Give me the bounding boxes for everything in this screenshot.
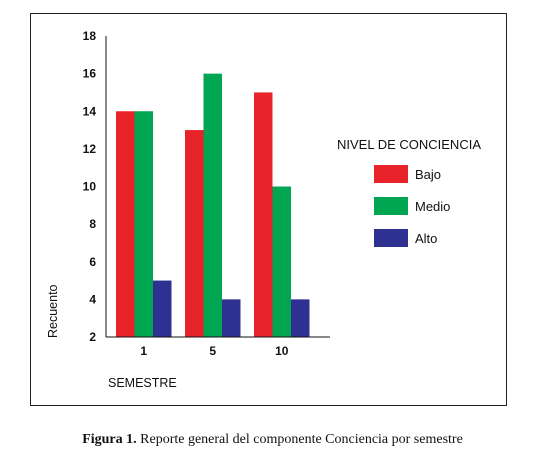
- legend-swatch-alto: [374, 229, 408, 247]
- x-axis-ticks: 1 5 10: [140, 344, 288, 358]
- y-tick-label: 2: [89, 330, 96, 344]
- y-tick-label: 8: [89, 217, 96, 231]
- caption-text: Reporte general del componente Concienci…: [140, 432, 463, 447]
- x-axis-title: SEMESTRE: [108, 376, 177, 390]
- y-tick-label: 18: [83, 29, 97, 43]
- bar-bajo-semestre-5: [185, 130, 204, 337]
- y-tick-label: 10: [83, 180, 97, 194]
- x-tick-label: 10: [275, 344, 289, 358]
- y-tick-label: 16: [83, 67, 97, 81]
- bar-alto-semestre-5: [222, 299, 241, 337]
- legend-label-alto: Alto: [415, 231, 437, 246]
- bar-medio-semestre-5: [203, 73, 222, 337]
- y-tick-label: 6: [89, 255, 96, 269]
- y-tick-label: 14: [83, 104, 97, 118]
- figure-caption: Figura 1. Reporte general del componente…: [0, 432, 545, 448]
- y-tick-label: 4: [89, 292, 96, 306]
- x-tick-label: 5: [209, 344, 216, 358]
- y-axis-title: Recuento: [46, 284, 60, 338]
- bar-alto-semestre-1: [153, 280, 172, 337]
- legend-label-medio: Medio: [415, 199, 450, 214]
- legend-title: NIVEL DE CONCIENCIA: [337, 137, 481, 152]
- bar-bajo-semestre-1: [116, 111, 135, 337]
- legend: NIVEL DE CONCIENCIA Bajo Medio Alto: [337, 137, 481, 247]
- caption-label: Figura 1.: [82, 432, 137, 447]
- y-axis-ticks: 2 4 6 8 10 12 14 16 18: [83, 29, 97, 344]
- x-tick-label: 1: [140, 344, 147, 358]
- bar-bajo-semestre-10: [254, 92, 273, 337]
- legend-swatch-bajo: [374, 165, 408, 183]
- bar-medio-semestre-1: [134, 111, 153, 337]
- legend-swatch-medio: [374, 197, 408, 215]
- bar-alto-semestre-10: [291, 299, 310, 337]
- legend-label-bajo: Bajo: [415, 167, 441, 182]
- bar-medio-semestre-10: [272, 186, 291, 337]
- y-tick-label: 12: [83, 142, 97, 156]
- bars: [116, 73, 310, 337]
